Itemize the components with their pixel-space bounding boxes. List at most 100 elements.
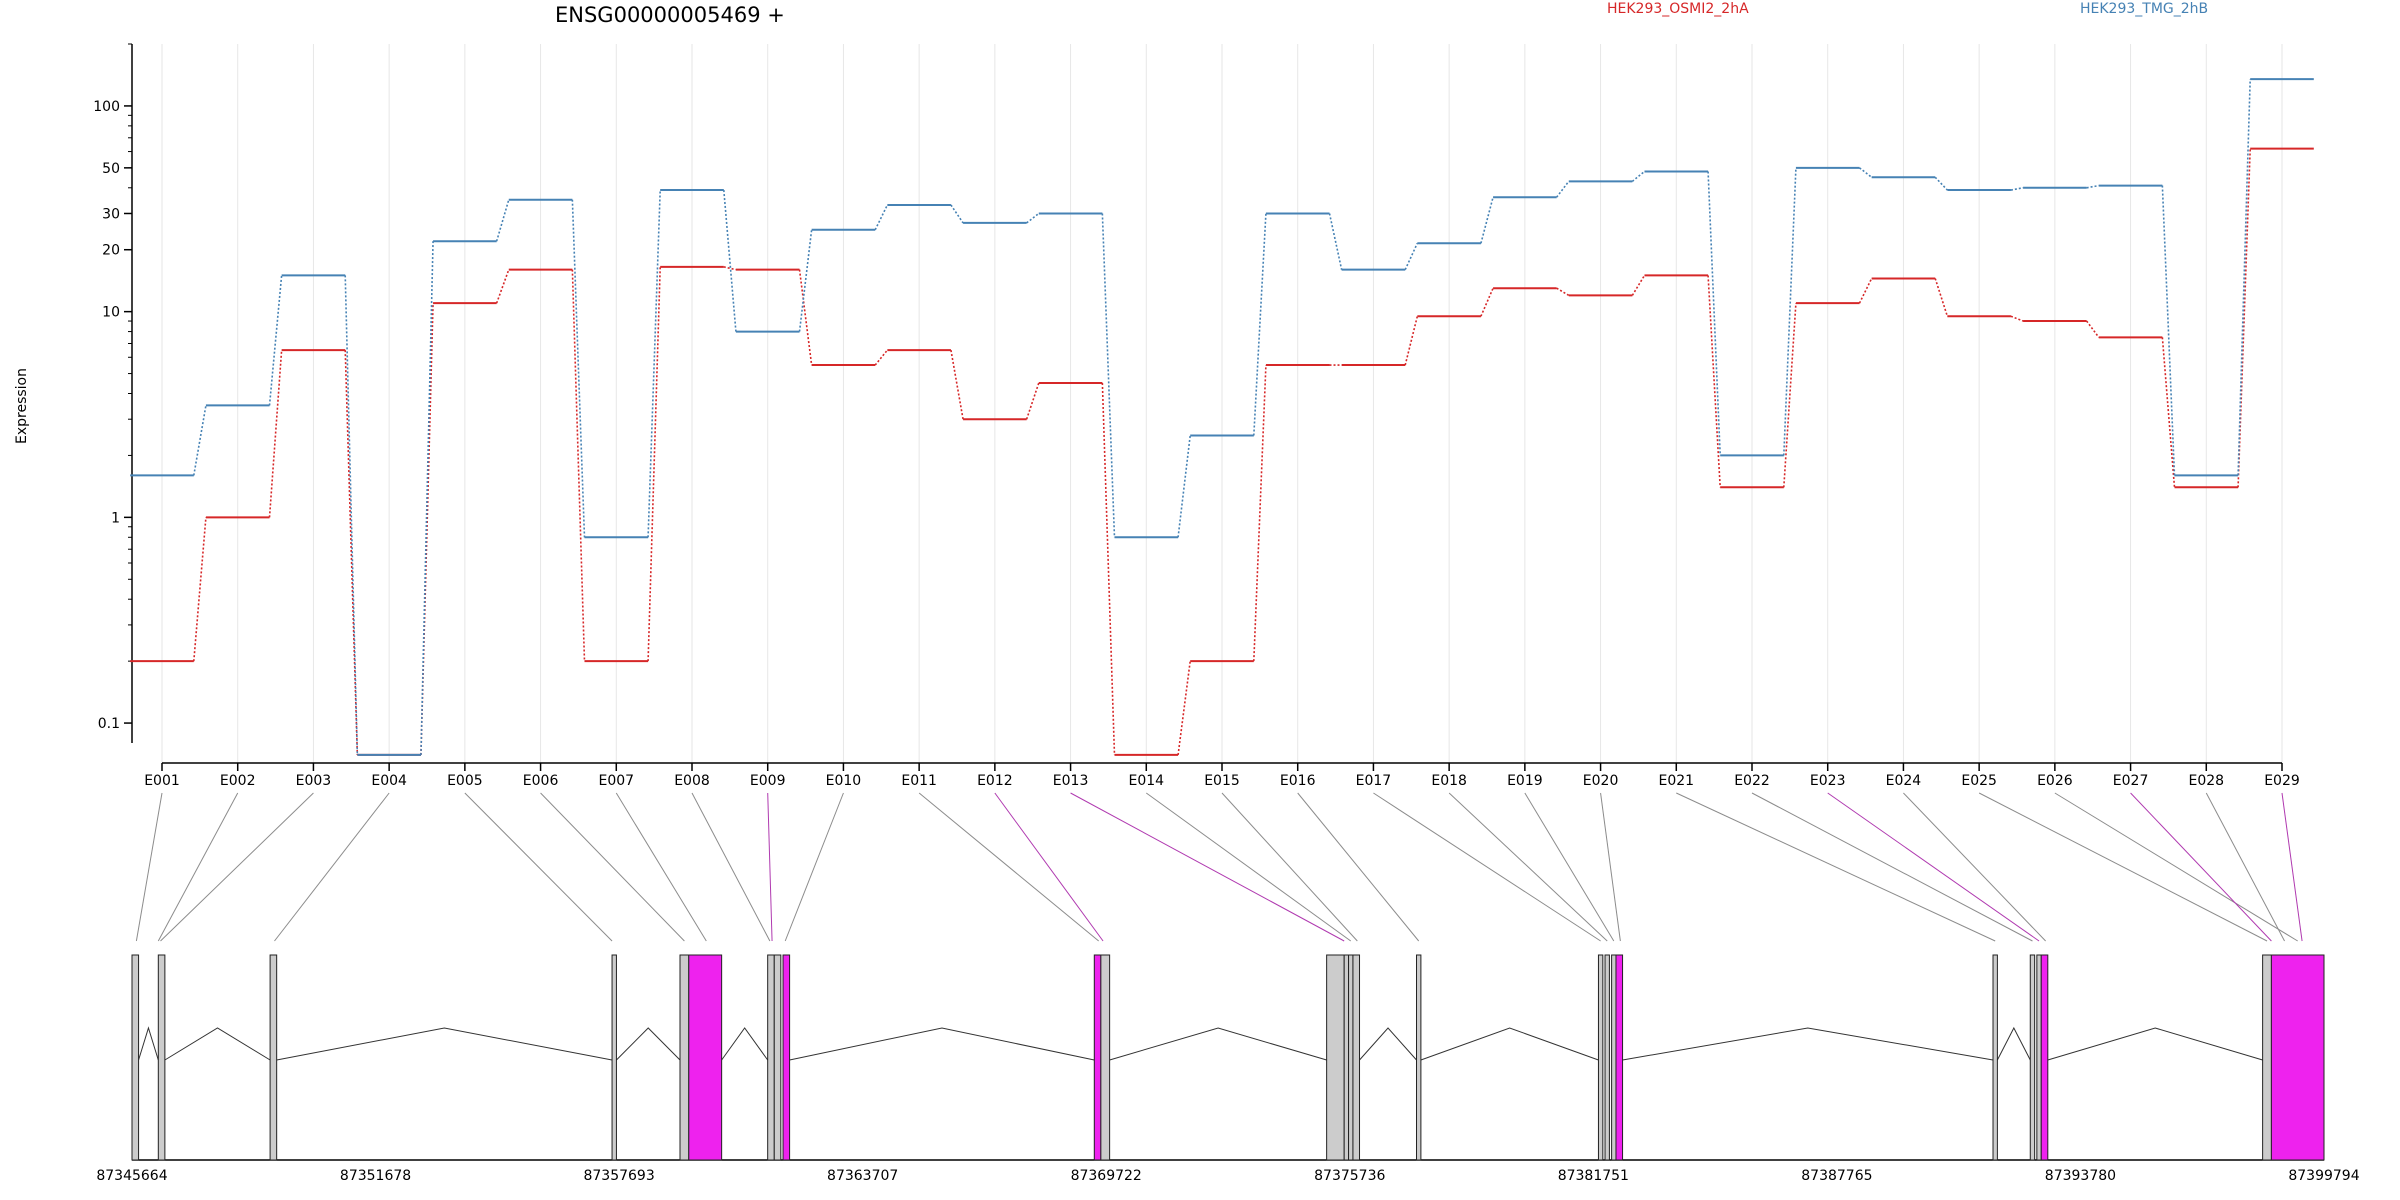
series-1-connector <box>1556 287 1570 297</box>
genome-coordinate-label: 87345664 <box>96 1168 167 1184</box>
x-tick-label-e023: E023 <box>1810 773 1846 789</box>
series-1-connector <box>647 266 661 662</box>
series-2-connector <box>1707 171 1721 456</box>
connector-e028 <box>2205 792 2285 942</box>
x-tick-label-e015: E015 <box>1204 773 1240 789</box>
series-1-connector <box>2010 315 2024 322</box>
x-tick-label-e016: E016 <box>1280 773 1316 789</box>
series-1-connector <box>1177 661 1191 756</box>
x-tick-label-e021: E021 <box>1658 773 1694 789</box>
series-1-connector <box>268 350 283 518</box>
exon-block <box>1615 954 1624 1161</box>
connector-e012 <box>994 792 1104 942</box>
chart-title: ENSG00000005469 + <box>555 3 785 27</box>
series-1-connector <box>1253 365 1267 662</box>
genome-coordinate-label: 87381751 <box>1558 1168 1629 1184</box>
x-tick-label-e004: E004 <box>371 773 407 789</box>
x-tick-label-e017: E017 <box>1356 773 1392 789</box>
series-2-connector <box>2237 79 2251 476</box>
series-2-connector <box>495 199 510 242</box>
series-2-connector <box>193 405 207 476</box>
intron-line <box>2047 1027 2263 1061</box>
intron-line <box>276 1027 613 1061</box>
series-2-connector <box>2010 187 2024 191</box>
connector-e006 <box>540 792 685 942</box>
series-2-connector <box>874 204 889 231</box>
series-1-connector <box>1858 278 1873 304</box>
series-2-connector <box>1859 167 1873 178</box>
x-tick-label-e026: E026 <box>2037 773 2073 789</box>
exon-block <box>1352 954 1361 1161</box>
y-tick-label-100: 100 <box>93 99 120 115</box>
genome-axis: 87345664 87351678 87357693 87363707 87369722… <box>96 1168 2359 1184</box>
series-1-connector <box>1404 316 1419 366</box>
genome-coordinate-label: 87399794 <box>2288 1168 2359 1184</box>
series-1-connector <box>2161 337 2176 488</box>
intron-line <box>164 1027 271 1061</box>
genome-coordinate-label: 87357693 <box>583 1168 654 1184</box>
x-tick-label-e010: E010 <box>826 773 862 789</box>
x-tick-label-e007: E007 <box>598 773 634 789</box>
series-2-connector <box>723 189 737 332</box>
series-1-connector <box>571 269 586 662</box>
series-2-connector <box>647 190 661 538</box>
connector-e026 <box>2054 792 2298 942</box>
x-tick-label-e014: E014 <box>1128 773 1164 789</box>
series-2-connector <box>1631 170 1645 182</box>
x-tick-label-e022: E022 <box>1734 773 1770 789</box>
exon-block <box>1416 954 1422 1161</box>
x-tick-label-e012: E012 <box>977 773 1013 789</box>
series-2-connector <box>2161 185 2176 476</box>
series-1-connector <box>1783 303 1797 488</box>
x-tick-label-e005: E005 <box>447 773 483 789</box>
x-tick-label-e027: E027 <box>2113 773 2149 789</box>
expression-series <box>130 78 2314 756</box>
connector-e004 <box>274 792 390 942</box>
exon-block <box>1604 954 1610 1161</box>
series-1-connector <box>950 349 964 420</box>
series-1-connector <box>495 269 510 304</box>
series-2-connector <box>1404 242 1419 270</box>
series-1-connector <box>2237 148 2251 488</box>
intron-line <box>789 1027 1095 1061</box>
series-2-connector <box>1101 213 1116 538</box>
series-1-connector <box>1934 278 1949 317</box>
genome-coordinate-label: 87369722 <box>1071 1168 1142 1184</box>
connector-e017 <box>1373 792 1601 942</box>
series-2-connector <box>798 229 813 332</box>
series-2-connector <box>950 204 964 224</box>
series-1-connector <box>874 349 888 366</box>
y-tick-label-30: 30 <box>102 206 120 222</box>
intron-line <box>1420 1027 1599 1061</box>
connector-e007 <box>615 792 707 942</box>
x-tick-label-e011: E011 <box>901 773 937 789</box>
series-2-connector <box>268 275 283 406</box>
exon-block <box>2036 954 2042 1161</box>
series-1-connector <box>344 350 359 755</box>
x-tick-label-e003: E003 <box>296 773 332 789</box>
connector-e003 <box>160 792 314 942</box>
series-2-connector <box>1177 435 1191 538</box>
exon-block <box>767 954 775 1161</box>
connector-e001 <box>135 792 163 942</box>
exon-block <box>2029 954 2036 1161</box>
exon-block <box>2270 954 2325 1161</box>
x-tick-label-e028: E028 <box>2188 773 2224 789</box>
series-2-connector <box>1026 212 1040 224</box>
exon-block <box>2040 954 2049 1161</box>
exon-block <box>1343 954 1350 1161</box>
exon-block <box>2262 954 2272 1161</box>
connector-e015 <box>1221 792 1358 942</box>
exon-block <box>611 954 617 1161</box>
series-2-connector <box>1253 213 1267 436</box>
exon-block <box>131 954 140 1161</box>
x-tick-label-e013: E013 <box>1053 773 1089 789</box>
connector-e014 <box>1145 792 1352 942</box>
exon-connectors <box>135 792 2303 942</box>
connector-e018 <box>1448 792 1608 942</box>
x-tick-label-e019: E019 <box>1507 773 1543 789</box>
connector-e019 <box>1524 792 1615 942</box>
genome-coordinate-label: 87387765 <box>1801 1168 1872 1184</box>
series-2 <box>130 78 2314 756</box>
